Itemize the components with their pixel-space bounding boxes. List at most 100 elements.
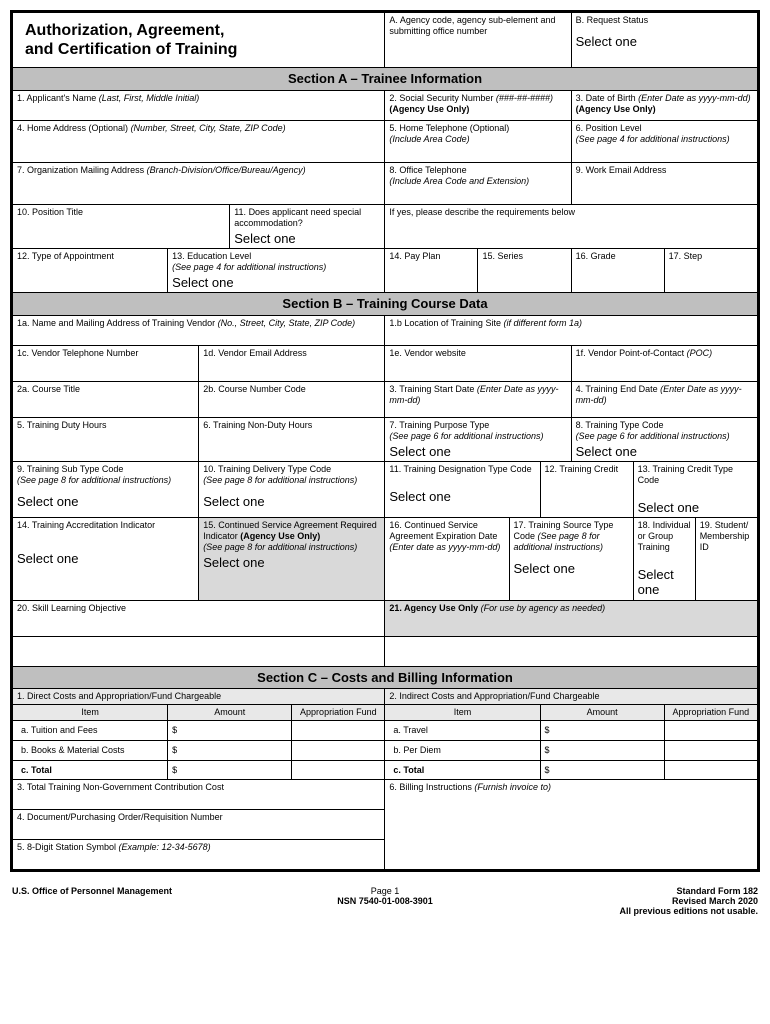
cost-perdiem-amt[interactable]: $: [540, 740, 664, 760]
select-source[interactable]: Select one: [514, 559, 629, 577]
hint: (Branch-Division/Office/Bureau/Agency): [147, 165, 306, 175]
field-series[interactable]: 15. Series: [478, 249, 571, 293]
select-csa[interactable]: Select one: [203, 553, 380, 571]
field-step[interactable]: 17. Step: [664, 249, 757, 293]
field-start-date[interactable]: 3. Training Start Date (Enter Date as yy…: [385, 381, 571, 417]
select-request-status[interactable]: Select one: [576, 32, 753, 50]
field-skill-objective[interactable]: 20. Skill Learning Objective: [13, 600, 385, 636]
select-designation[interactable]: Select one: [389, 487, 535, 505]
field-vendor-website[interactable]: 1e. Vendor website: [385, 345, 571, 381]
field-dob[interactable]: 3. Date of Birth (Enter Date as yyyy-mm-…: [571, 90, 757, 120]
label: 5. 8-Digit Station Symbol: [17, 842, 119, 852]
field-vendor-email[interactable]: 1d. Vendor Email Address: [199, 345, 385, 381]
field-training-credit[interactable]: 12. Training Credit: [540, 462, 633, 518]
hint: (Example: 12-34-5678): [119, 842, 211, 852]
field-individual-group[interactable]: 18. Individual or Group TrainingSelect o…: [633, 518, 695, 601]
field-position-level[interactable]: 6. Position Level(See page 4 for additio…: [571, 120, 757, 162]
field-accom-desc[interactable]: If yes, please describe the requirements…: [385, 204, 758, 248]
select-ind-group[interactable]: Select one: [638, 565, 691, 598]
field-source-type[interactable]: 17. Training Source Type Code (See page …: [509, 518, 633, 601]
field-grade[interactable]: 16. Grade: [571, 249, 664, 293]
label: 20. Skill Learning Objective: [17, 603, 126, 613]
field-course-number[interactable]: 2b. Course Number Code: [199, 381, 385, 417]
cost-total-2-fund[interactable]: [664, 760, 757, 780]
field-csa-date[interactable]: 16. Continued Service Agreement Expirati…: [385, 518, 509, 601]
field-education-level[interactable]: 13. Education Level(See page 4 for addit…: [168, 249, 385, 293]
field-home-phone[interactable]: 5. Home Telephone (Optional)(Include Are…: [385, 120, 571, 162]
field-request-status[interactable]: B. Request Status Select one: [571, 13, 757, 68]
field-agency-use[interactable]: 21. Agency Use Only (For use by agency a…: [385, 600, 758, 636]
field-station-symbol[interactable]: 5. 8-Digit Station Symbol (Example: 12-3…: [13, 840, 385, 870]
cost-perdiem-fund[interactable]: [664, 740, 757, 760]
cost-total-1-amt[interactable]: $: [168, 760, 292, 780]
field-vendor-phone[interactable]: 1c. Vendor Telephone Number: [13, 345, 199, 381]
cost-tuition-fund[interactable]: [292, 721, 385, 741]
field-home-address[interactable]: 4. Home Address (Optional) (Number, Stre…: [13, 120, 385, 162]
field-billing-instructions[interactable]: 6. Billing Instructions (Furnish invoice…: [385, 780, 758, 870]
field-credit-type[interactable]: 13. Training Credit Type CodeSelect one: [633, 462, 757, 518]
cost-books-amt[interactable]: $: [168, 740, 292, 760]
form-container: Authorization, Agreement, and Certificat…: [10, 10, 760, 872]
select-credit-type[interactable]: Select one: [638, 498, 753, 516]
select-sub-type[interactable]: Select one: [17, 492, 194, 510]
field-skill-objective-2[interactable]: [13, 636, 385, 666]
field-sub-type[interactable]: 9. Training Sub Type Code(See page 8 for…: [13, 462, 199, 518]
field-designation-type[interactable]: 11. Training Designation Type CodeSelect…: [385, 462, 540, 518]
select-delivery[interactable]: Select one: [203, 492, 380, 510]
field-vendor-poc[interactable]: 1f. Vendor Point-of-Contact (POC): [571, 345, 757, 381]
cost-travel-amt[interactable]: $: [540, 721, 664, 741]
field-agency-use-2[interactable]: [385, 636, 758, 666]
cost-perdiem: b. Per Diem: [385, 740, 540, 760]
field-course-title[interactable]: 2a. Course Title: [13, 381, 199, 417]
field-appointment-type[interactable]: 12. Type of Appointment: [13, 249, 168, 293]
field-pay-plan[interactable]: 14. Pay Plan: [385, 249, 478, 293]
select-accom[interactable]: Select one: [234, 229, 380, 247]
field-type-code[interactable]: 8. Training Type Code(See page 6 for add…: [571, 417, 757, 461]
col-amount-2: Amount: [540, 705, 664, 721]
cost-total-2-amt[interactable]: $: [540, 760, 664, 780]
field-membership-id[interactable]: 19. Student/ Membership ID: [695, 518, 757, 601]
select-purpose[interactable]: Select one: [389, 442, 566, 460]
col-item-1: Item: [13, 705, 168, 721]
field-position-title[interactable]: 10. Position Title: [13, 204, 230, 248]
col-fund-1: Appropriation Fund: [292, 705, 385, 721]
select-type-code[interactable]: Select one: [576, 442, 753, 460]
label: 19. Student/ Membership ID: [700, 520, 750, 552]
select-education[interactable]: Select one: [172, 273, 380, 291]
label: 14. Training Accreditation Indicator: [17, 520, 155, 530]
field-special-accom[interactable]: 11. Does applicant need special accommod…: [230, 204, 385, 248]
field-accreditation[interactable]: 14. Training Accreditation Indicator Sele…: [13, 518, 199, 601]
field-nongovt-cost[interactable]: 3. Total Training Non-Government Contrib…: [13, 780, 385, 810]
field-ssn[interactable]: 2. Social Security Number (###-##-####)(…: [385, 90, 571, 120]
label: 1. Applicant's Name: [17, 93, 99, 103]
field-purpose-type[interactable]: 7. Training Purpose Type(See page 6 for …: [385, 417, 571, 461]
field-agency-code[interactable]: A. Agency code, agency sub-element and s…: [385, 13, 571, 68]
label: 9. Training Sub Type Code: [17, 464, 123, 474]
field-end-date[interactable]: 4. Training End Date (Enter Date as yyyy…: [571, 381, 757, 417]
field-continued-service[interactable]: 15. Continued Service Agreement Required…: [199, 518, 385, 601]
field-office-phone[interactable]: 8. Office Telephone(Include Area Code an…: [385, 162, 571, 204]
field-work-email[interactable]: 9. Work Email Address: [571, 162, 757, 204]
field-vendor-address[interactable]: 1a. Name and Mailing Address of Training…: [13, 315, 385, 345]
hint: (Furnish invoice to): [474, 782, 551, 792]
cost-books-fund[interactable]: [292, 740, 385, 760]
label: 5. Training Duty Hours: [17, 420, 107, 430]
select-accreditation[interactable]: Select one: [17, 549, 194, 567]
footer-editions: All previous editions not usable.: [619, 906, 758, 916]
cost-tuition: a. Tuition and Fees: [13, 721, 168, 741]
cost-tuition-amt[interactable]: $: [168, 721, 292, 741]
field-training-site[interactable]: 1.b Location of Training Site (if differ…: [385, 315, 758, 345]
form-title: Authorization, Agreement, and Certificat…: [13, 13, 385, 68]
label: 11. Does applicant need special accommod…: [234, 207, 361, 228]
field-duty-hours[interactable]: 5. Training Duty Hours: [13, 417, 199, 461]
field-nonduty-hours[interactable]: 6. Training Non-Duty Hours: [199, 417, 385, 461]
field-org-address[interactable]: 7. Organization Mailing Address (Branch-…: [13, 162, 385, 204]
hint: (Number, Street, City, State, ZIP Code): [131, 123, 286, 133]
cost-total-1-fund[interactable]: [292, 760, 385, 780]
label: 15. Series: [482, 251, 523, 261]
field-applicant-name[interactable]: 1. Applicant's Name (Last, First, Middle…: [13, 90, 385, 120]
field-doc-number[interactable]: 4. Document/Purchasing Order/Requisition…: [13, 810, 385, 840]
field-delivery-type[interactable]: 10. Training Delivery Type Code(See page…: [199, 462, 385, 518]
cost-travel-fund[interactable]: [664, 721, 757, 741]
cost-total-1: c. Total: [13, 760, 168, 780]
